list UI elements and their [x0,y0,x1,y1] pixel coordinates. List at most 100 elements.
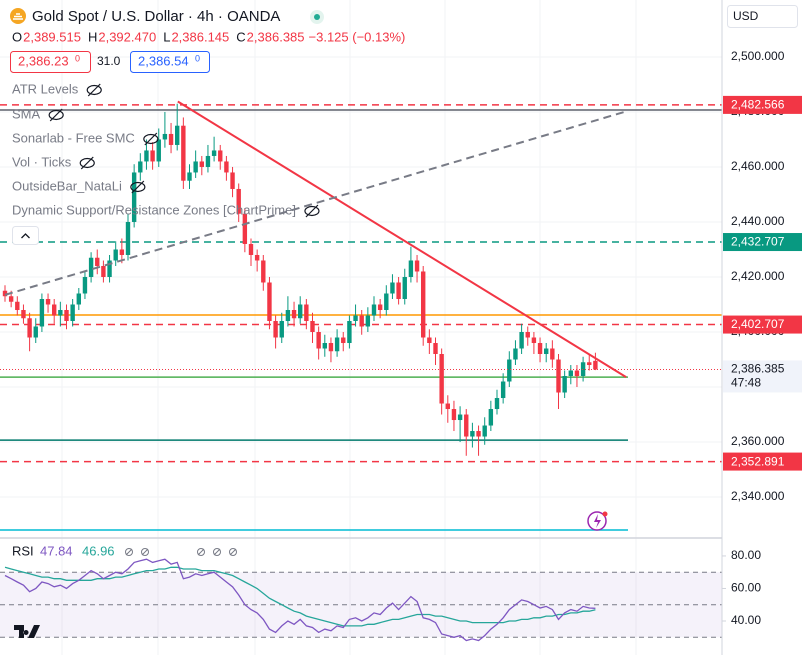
candle-body [285,309,291,321]
tv-logo[interactable] [14,625,40,638]
candle-body [138,161,143,173]
candle-body [537,343,543,355]
candle-body [45,298,51,305]
candle-body [113,249,118,261]
collapse-button[interactable] [12,226,39,245]
sell-button[interactable] [10,51,91,73]
candle-body [310,321,315,333]
candle-body [390,282,395,294]
candle-body [445,403,450,410]
eye-icon[interactable] [86,84,102,96]
trade-buttons: 2,386.23 0 31.0 2,386.54 0 [10,51,210,73]
price-badge [723,315,802,334]
candle-body [168,133,174,145]
price-axis: 2,340.0002,360.0002,380.0002,400.0002,42… [723,49,802,627]
candle-body [482,425,487,437]
candle-body [488,409,494,426]
candle-body [402,276,407,299]
last-price-label: 2,386.385 [731,362,785,376]
indicator-name: OutsideBar_NataLi [12,178,122,193]
candle-body [353,315,358,321]
candle-body [70,304,75,321]
candle-body [150,150,155,162]
price-badge-label: 2,482.566 [731,98,785,112]
candle-body [230,172,235,189]
candle-body [396,282,401,299]
candle-body [181,125,186,181]
currency: USD [733,9,759,23]
price-badge [723,233,802,252]
candle-body [95,257,100,266]
ohlc-key: C [236,29,245,44]
hidden-icon [197,548,205,556]
candle-body [101,265,106,277]
candle-body [224,161,229,173]
change: −3.125 (−0.13%) [309,29,406,44]
candle-body [525,332,530,338]
y-tick-label: 2,500.000 [731,49,785,63]
candle-body [27,318,32,338]
candle-body [279,321,284,338]
ohlc-value: 2,392.470 [98,29,156,44]
rsi-pane [0,555,726,642]
candle-body [193,161,198,173]
candle-body [341,337,346,344]
buy-button[interactable] [130,51,210,73]
candle-body [507,359,512,382]
price-badge-label: 2,352.891 [731,454,785,468]
candle-body [156,139,161,162]
candle-body [187,172,192,181]
eye-icon[interactable] [304,205,320,217]
candle-body [513,348,518,360]
candle-body [365,315,371,327]
price-badge [723,452,802,471]
event-icon-bolt [594,514,601,528]
candle-body [316,332,321,349]
candle-body [304,304,309,321]
eye-slash [80,156,94,170]
candle-body [500,381,506,399]
candle-body [39,298,45,327]
hidden-icon [213,548,221,556]
candle-body [15,301,20,310]
ohlc-value: 2,389.515 [23,29,81,44]
eye-icon[interactable] [130,181,146,193]
countdown: 47:48 [731,376,761,390]
eye-slash [87,83,101,97]
candle-body [494,398,500,410]
hidden-icon [229,548,237,556]
candle-body [76,293,81,305]
eye-icon[interactable] [79,157,95,169]
candle-body [58,309,63,316]
ohlc-value: 2,386.145 [171,29,229,44]
candle-body [593,360,598,370]
candle-body [359,315,364,327]
candle-body [199,161,204,167]
candle-body [2,290,8,297]
candle-body [33,326,38,338]
rsi-tick-label: 40.00 [731,613,761,627]
candle-body [52,304,57,316]
indicator-list: ATR Levels SMA Sonarlab - Free SMC Vol · Ti… [12,81,320,217]
y-tick-label: 2,460.000 [731,159,785,173]
candle-body [347,321,352,344]
candle-body [21,309,26,319]
rsi-hidden-icons [125,548,237,556]
eye-icon[interactable] [143,133,159,145]
y-tick-label: 2,440.000 [731,214,785,228]
buy-sup: 0 [195,53,200,63]
candle-body [125,221,131,255]
sell-price: 2,386.23 [18,53,69,68]
eye-icon[interactable] [48,109,64,121]
candle-body [175,125,180,145]
candle-body [8,296,14,302]
header: Gold Spot / U.S. Dollar · 4h · OANDA [10,8,324,25]
currency-button[interactable] [727,5,798,28]
candle-body [464,414,469,437]
candle-body [88,257,94,277]
indicator-name: Vol · Ticks [12,154,72,169]
candle-body [107,260,112,277]
candle-body [261,260,266,283]
